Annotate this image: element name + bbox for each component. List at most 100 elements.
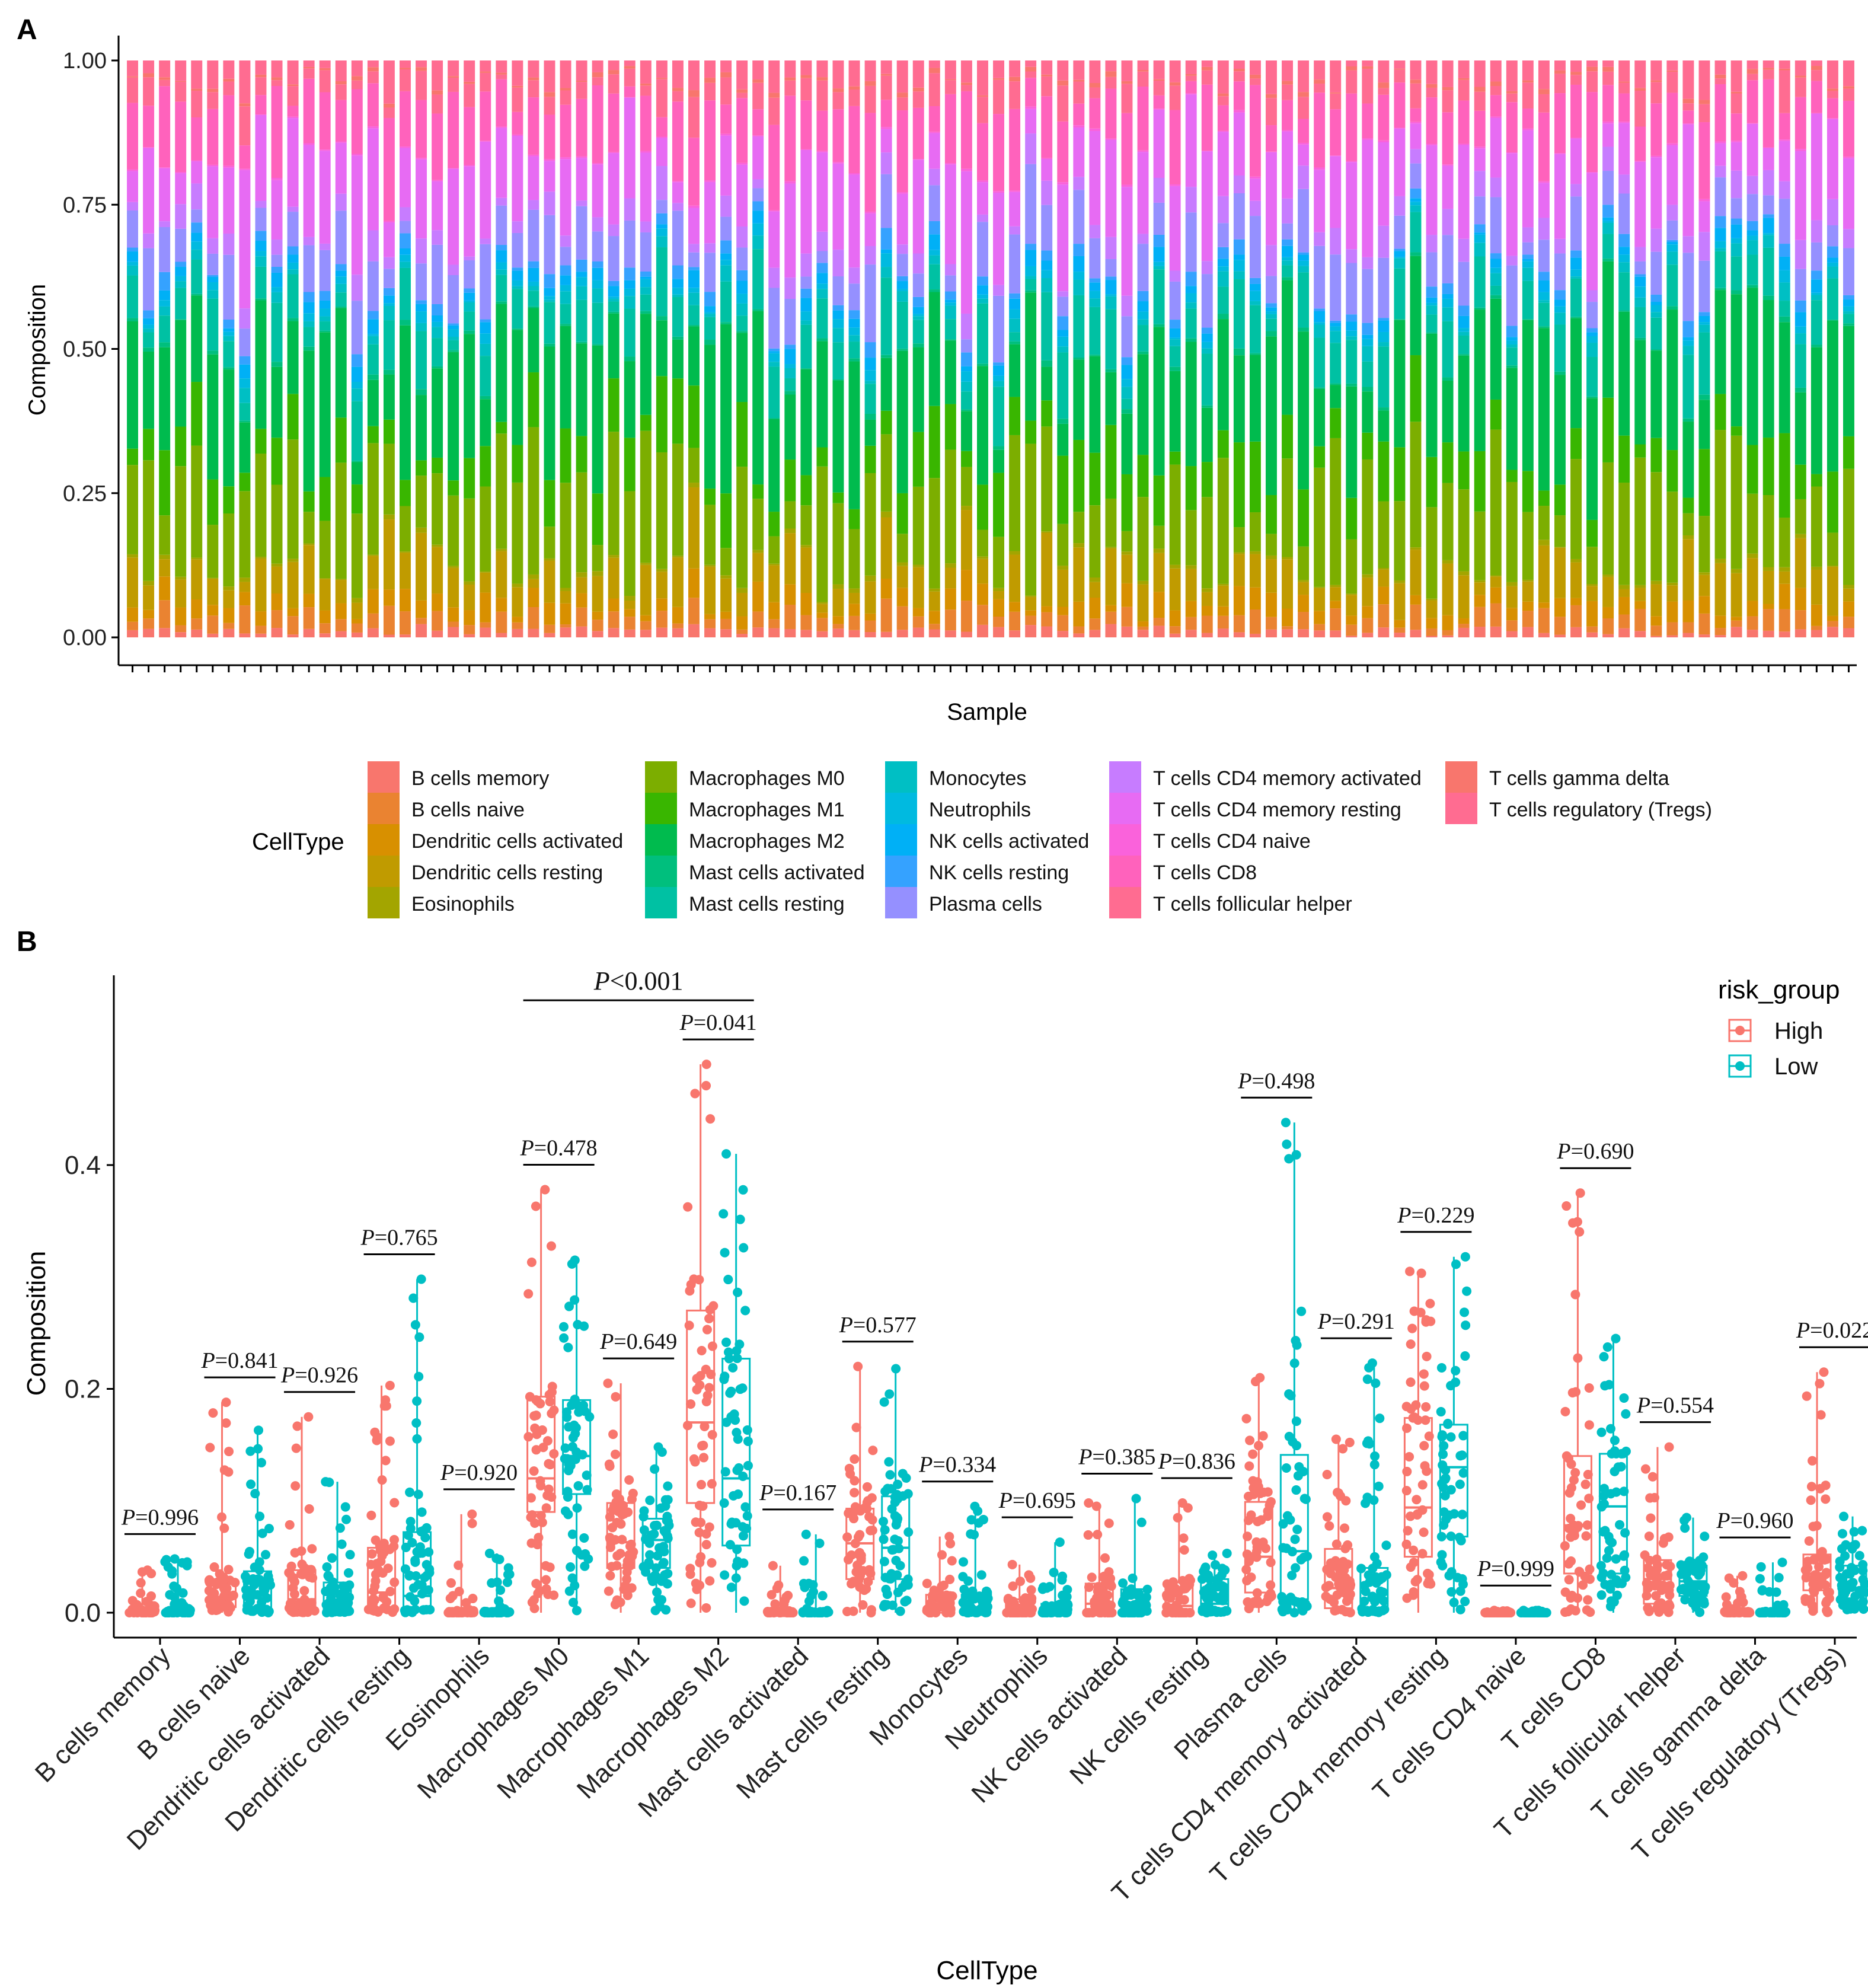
bar-segment-macrophages-m2 <box>416 395 427 461</box>
bar-segment-dendritic-cells-resting <box>223 590 235 608</box>
bar-segment-t-cells-follicular-helper <box>864 85 876 113</box>
bar-segment-t-cells-cd8 <box>1810 81 1822 113</box>
bar-segment-plasma-cells <box>656 200 668 213</box>
data-point <box>1248 1449 1258 1459</box>
data-point <box>568 1432 578 1443</box>
bar-segment-b-cells-memory <box>1794 629 1806 637</box>
bar-segment-b-cells-naive <box>544 624 555 633</box>
bar-segment-t-cells-cd8 <box>1362 103 1374 139</box>
bar-segment-mast-cells-resting <box>239 403 251 421</box>
data-point <box>1438 1482 1448 1492</box>
bar-segment-macrophages-m0 <box>1298 546 1310 580</box>
data-point <box>625 1561 635 1571</box>
bar-segment-neutrophils <box>496 262 507 270</box>
bar-segment-t-cells-gamma-delta <box>1266 94 1277 98</box>
bar-segment-t-cells-follicular-helper <box>1714 78 1726 84</box>
bar-segment-macrophages-m1 <box>480 446 491 487</box>
bar-segment-t-cells-gamma-delta <box>1714 74 1726 79</box>
data-point <box>340 1502 350 1512</box>
bar-segment-macrophages-m2 <box>1554 375 1566 485</box>
data-point <box>446 1578 456 1588</box>
bar-segment-macrophages-m0 <box>560 483 571 588</box>
bar-segment-t-cells-cd4-naive <box>303 143 315 145</box>
bar-segment-b-cells-naive <box>816 618 828 631</box>
data-point <box>977 1596 987 1606</box>
bar-segment-nk-cells-resting <box>560 265 571 276</box>
boxplot-monocytes-high <box>922 1531 957 1617</box>
bar-segment-nk-cells-activated <box>544 288 555 296</box>
bar-segment-b-cells-naive <box>1025 615 1037 626</box>
bar-segment-t-cells-cd4-memory-resting <box>752 136 764 180</box>
bar-segment-plasma-cells <box>1698 260 1710 312</box>
bar-segment-t-cells-gamma-delta <box>1233 68 1245 72</box>
bar-segment-macrophages-m0 <box>1586 547 1598 584</box>
bar-segment-neutrophils <box>367 334 379 336</box>
data-point <box>228 1590 238 1600</box>
bar-segment-mast-cells-resting <box>1682 355 1694 419</box>
legend-swatch-t-cells-regulatory-tregs <box>1445 793 1477 824</box>
bar-segment-macrophages-m0 <box>640 430 652 563</box>
bar-segment-b-cells-memory <box>1522 627 1534 637</box>
legend-label-t-cells-cd4-memory-activated: T cells CD4 memory activated <box>1153 767 1422 790</box>
data-point <box>1664 1442 1674 1452</box>
bar-segment-t-cells-follicular-helper <box>1362 69 1374 104</box>
bar-segment-dendritic-cells-activated <box>1330 601 1342 609</box>
bar-segment-nk-cells-resting <box>800 288 812 298</box>
bar-segment-mast-cells-activated <box>1410 252 1422 256</box>
data-point <box>454 1561 464 1571</box>
bar-segment-t-cells-gamma-delta <box>1378 82 1390 88</box>
bar-segment-b-cells-memory <box>1057 631 1069 637</box>
bar-segment-neutrophils <box>175 276 187 282</box>
bar-segment-plasma-cells <box>143 248 155 311</box>
bar-segment-t-cells-gamma-delta <box>640 83 652 86</box>
bar-segment-macrophages-m1 <box>1394 447 1406 502</box>
bar-segment-b-cells-memory <box>736 634 748 637</box>
bar-segment-nk-cells-resting <box>1185 272 1197 286</box>
bar-segment-nk-cells-activated <box>704 306 716 312</box>
bar-segment-monocytes <box>704 314 716 317</box>
bar-segment-t-cells-follicular-helper <box>816 80 828 111</box>
data-point <box>799 1556 809 1566</box>
bar-segment-b-cells-naive <box>1698 613 1710 635</box>
bar-segment-t-cells-cd8 <box>977 123 988 181</box>
bar-segment-eosinophils <box>175 576 187 580</box>
bar-segment-b-cells-naive <box>383 605 395 635</box>
data-point <box>1375 1413 1385 1424</box>
bar-segment-b-cells-memory <box>335 631 347 637</box>
data-point <box>1451 1365 1461 1376</box>
bar-segment-t-cells-cd4-memory-activated <box>464 256 475 261</box>
bar-segment-eosinophils <box>383 514 395 520</box>
bar-segment-t-cells-cd4-memory-activated <box>993 285 1004 296</box>
bar-segment-t-cells-gamma-delta <box>1778 68 1790 71</box>
bar-segment-nk-cells-resting <box>1458 305 1470 316</box>
bar-segment-macrophages-m1 <box>688 385 700 448</box>
data-point <box>577 1450 587 1460</box>
bar-segment-dendritic-cells-resting <box>1426 600 1438 618</box>
data-point <box>1024 1570 1034 1580</box>
bar-segment-dendritic-cells-activated <box>1089 597 1101 619</box>
bar-segment-t-cells-cd4-naive <box>319 149 331 151</box>
bar-segment-nk-cells-resting <box>1314 308 1326 312</box>
data-point <box>1331 1605 1342 1615</box>
bar-segment-mast-cells-activated <box>1137 351 1149 355</box>
bar-segment-t-cells-regulatory-tregs <box>624 60 636 66</box>
bar-segment-nk-cells-activated <box>367 319 379 334</box>
bar-segment-b-cells-naive <box>896 606 908 630</box>
bar-segment-t-cells-regulatory-tregs <box>1073 60 1085 80</box>
data-point <box>1346 1579 1356 1590</box>
data-point <box>213 1577 223 1587</box>
data-point <box>1252 1588 1262 1598</box>
bar-segment-macrophages-m1 <box>400 480 411 506</box>
boxplot-neutrophils-low <box>1037 1537 1073 1617</box>
bar-segment-mast-cells-resting <box>576 299 587 342</box>
bar-segment-t-cells-cd8 <box>239 145 251 169</box>
bar-segment-macrophages-m1 <box>319 477 331 521</box>
bar-segment-t-cells-gamma-delta <box>592 72 603 78</box>
bar-segment-plasma-cells <box>1185 212 1197 272</box>
bar-segment-monocytes <box>1314 324 1326 338</box>
data-point <box>335 1523 345 1533</box>
legend-swatch-mast-cells-activated <box>645 856 677 887</box>
data-point <box>467 1509 477 1519</box>
bar-segment-mast-cells-resting <box>1298 272 1310 328</box>
bar-segment-t-cells-cd4-memory-activated <box>848 267 860 284</box>
